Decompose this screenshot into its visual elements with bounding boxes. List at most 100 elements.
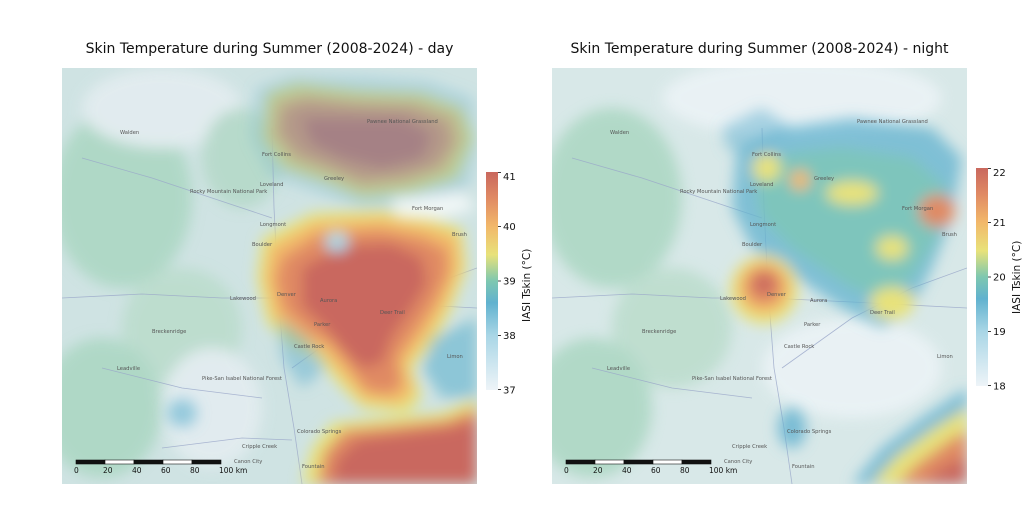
place-label: Castle Rock: [784, 344, 814, 350]
scale-bar-tick: 60: [161, 466, 171, 475]
colorbar-day-label: IASI Tskin (°C): [521, 248, 533, 322]
scale-bar-segment: [623, 459, 654, 465]
place-label: Castle Rock: [294, 344, 324, 350]
place-label: Fort Collins: [262, 152, 291, 158]
colorbar-tick-label: 41: [503, 172, 516, 183]
place-label: Boulder: [252, 242, 273, 248]
place-label: Greeley: [324, 176, 344, 182]
place-label: Cripple Creek: [732, 444, 767, 450]
heatmap-day: Fort Collins Greeley Loveland Longmont Bould…: [62, 68, 477, 484]
place-label: Loveland: [260, 182, 283, 188]
scale-bar-tick: 40: [622, 466, 632, 475]
place-label: Breckenridge: [152, 329, 186, 335]
colorbar-day: 37 38 39 40 41: [486, 172, 526, 394]
scale-bar-tick: 60: [651, 466, 661, 475]
scale-bar-segment: [104, 459, 135, 465]
heatmap-night: Fort Collins Greeley Loveland Longmont Bould…: [552, 68, 967, 484]
colorbar-night-svg: 18 19 20 21 22: [976, 168, 1006, 391]
place-label: Breckenridge: [642, 329, 676, 335]
place-label: Fountain: [302, 464, 325, 470]
scale-bar-tick: 100 km: [709, 466, 737, 475]
place-label: Colorado Springs: [297, 429, 342, 435]
place-labels-day: Fort Collins Greeley Loveland Longmont Bould…: [117, 119, 467, 470]
place-label: Boulder: [742, 242, 763, 248]
place-label: Longmont: [260, 222, 286, 228]
scale-bar-segment: [75, 459, 106, 465]
place-label: Parker: [314, 322, 331, 328]
heat-layer: [167, 76, 477, 484]
heat-layer: [722, 108, 967, 484]
place-label: Limon: [937, 354, 953, 360]
place-label: Parker: [804, 322, 821, 328]
place-label: Longmont: [750, 222, 776, 228]
scale-bar-tick: 20: [103, 466, 113, 475]
heatmap-night-svg: Fort Collins Greeley Loveland Longmont Bould…: [552, 68, 967, 484]
place-label: Canon City: [234, 459, 262, 465]
colorbar-tick-label: 22: [993, 168, 1006, 179]
scale-bar-segment: [594, 459, 625, 465]
place-label: Deer Trail: [380, 310, 405, 316]
heatmap-day-svg: Fort Collins Greeley Loveland Longmont Bould…: [62, 68, 477, 484]
colorbar-tick-label: 19: [993, 327, 1006, 338]
place-label: Leadville: [117, 366, 140, 372]
place-label: Rocky Mountain National Park: [680, 189, 757, 195]
place-label: Deer Trail: [870, 310, 895, 316]
place-label: Brush: [942, 232, 957, 238]
place-label: Brush: [452, 232, 467, 238]
place-label: Colorado Springs: [787, 429, 832, 435]
colorbar-day-svg: 37 38 39 40 41: [486, 172, 516, 395]
terrain-layer: [552, 68, 942, 478]
scale-bar-segment: [191, 459, 222, 465]
place-label: Pawnee National Grassland: [857, 119, 928, 125]
scale-bar-night: 0 20 40 60 80 100 km: [564, 459, 737, 475]
place-label: Lakewood: [720, 296, 746, 302]
scale-bar-tick: 20: [593, 466, 603, 475]
place-label: Pawnee National Grassland: [367, 119, 438, 125]
place-label: Pike-San Isabel National Forest: [692, 376, 772, 382]
scale-bar-segment: [681, 459, 712, 465]
place-labels-night: Fort Collins Greeley Loveland Longmont Bould…: [607, 119, 957, 470]
place-label: Limon: [447, 354, 463, 360]
scale-bar-tick: 80: [190, 466, 200, 475]
scale-bar-segment: [162, 459, 193, 465]
scale-bar-tick: 0: [564, 466, 569, 475]
scale-bar-tick: 80: [680, 466, 690, 475]
colorbar-night-label: IASI Tskin (°C): [1011, 240, 1023, 314]
place-label: Rocky Mountain National Park: [190, 189, 267, 195]
colorbar-night: 18 19 20 21 22: [976, 168, 1016, 390]
place-label: Fort Morgan: [412, 206, 443, 212]
scale-bar-segment: [652, 459, 683, 465]
place-label: Lakewood: [230, 296, 256, 302]
place-label: Canon City: [724, 459, 752, 465]
place-label: Aurora: [810, 298, 827, 304]
place-label: Cripple Creek: [242, 444, 277, 450]
place-label: Aurora: [320, 298, 337, 304]
chart-title-night: Skin Temperature during Summer (2008-202…: [570, 41, 949, 57]
place-label: Walden: [120, 130, 139, 136]
scale-bar-tick: 40: [132, 466, 142, 475]
place-label: Leadville: [607, 366, 630, 372]
colorbar-tick-label: 38: [503, 331, 516, 342]
place-label: Pike-San Isabel National Forest: [202, 376, 282, 382]
colorbar-tick-label: 40: [503, 222, 516, 233]
place-label: Fort Collins: [752, 152, 781, 158]
place-label: Denver: [767, 292, 787, 298]
scale-bar-segment: [133, 459, 164, 465]
scale-bar-segment: [565, 459, 596, 465]
scale-bar-tick: 100 km: [219, 466, 247, 475]
scale-bar-tick: 0: [74, 466, 79, 475]
place-label: Loveland: [750, 182, 773, 188]
place-label: Fountain: [792, 464, 815, 470]
colorbar-tick-label: 20: [993, 273, 1006, 284]
colorbar-tick-label: 39: [503, 277, 516, 288]
place-label: Walden: [610, 130, 629, 136]
colorbar-tick-label: 18: [993, 382, 1006, 391]
place-label: Greeley: [814, 176, 834, 182]
terrain-layer: [62, 68, 282, 478]
scale-bar-day: 0 20 40 60 80 100 km: [74, 459, 247, 475]
place-label: Fort Morgan: [902, 206, 933, 212]
chart-title-day: Skin Temperature during Summer (2008-202…: [85, 41, 454, 57]
colorbar-tick-label: 21: [993, 218, 1006, 229]
colorbar-tick-label: 37: [503, 386, 516, 395]
place-label: Denver: [277, 292, 297, 298]
